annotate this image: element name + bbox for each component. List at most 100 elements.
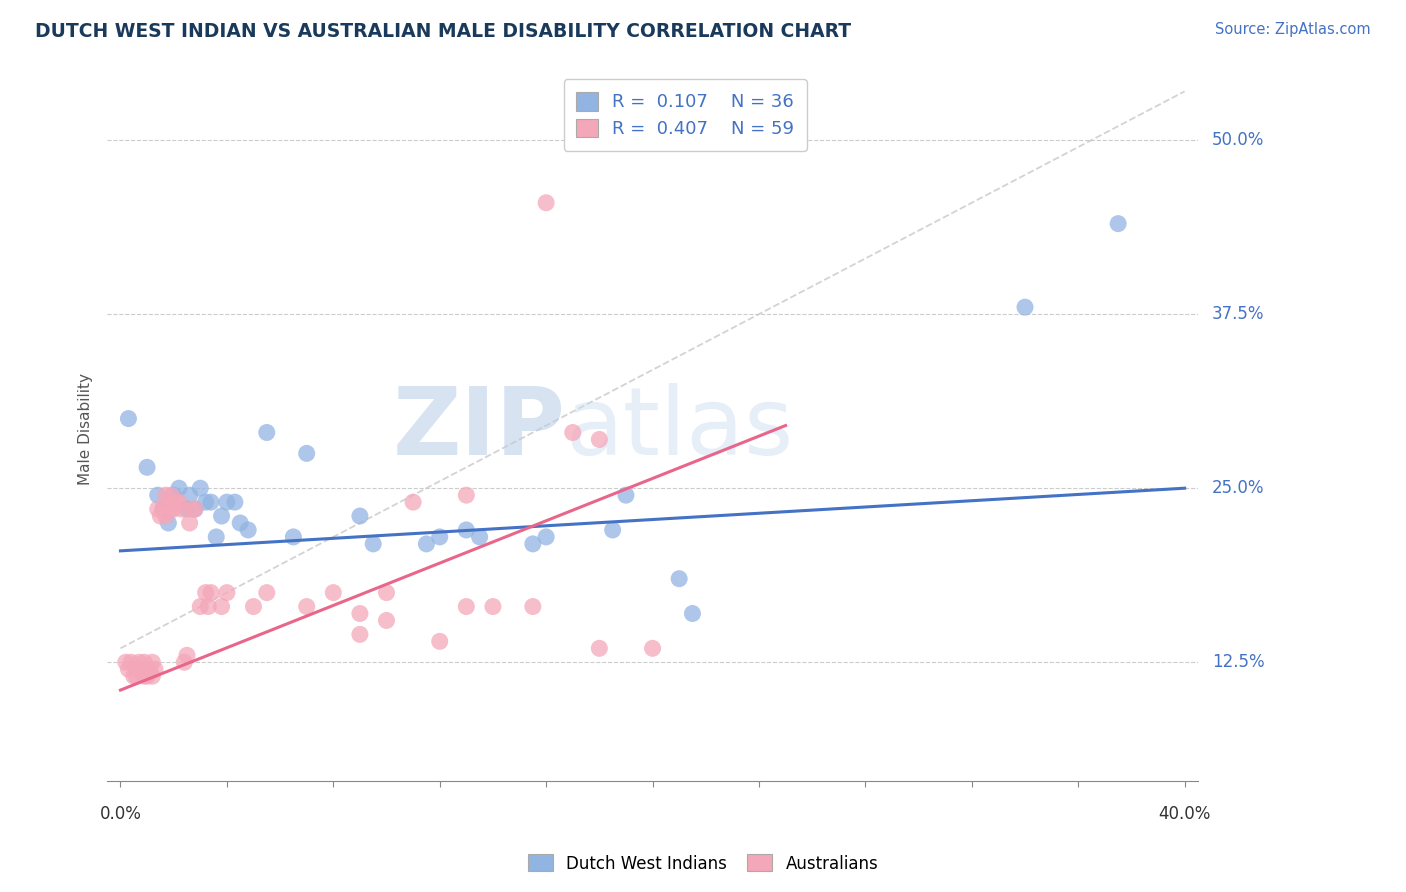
Text: atlas: atlas bbox=[565, 383, 793, 475]
Point bbox=[224, 495, 246, 509]
Point bbox=[194, 585, 217, 599]
Point bbox=[163, 488, 186, 502]
Point bbox=[588, 641, 610, 656]
Point bbox=[429, 634, 451, 648]
Point bbox=[211, 509, 233, 524]
Point bbox=[114, 655, 136, 669]
Point bbox=[143, 662, 166, 676]
Point bbox=[157, 495, 180, 509]
Point bbox=[534, 195, 557, 210]
Point bbox=[122, 669, 145, 683]
Point bbox=[152, 502, 174, 516]
Point bbox=[179, 516, 201, 530]
Point bbox=[160, 502, 183, 516]
Point bbox=[155, 488, 177, 502]
Point bbox=[200, 495, 222, 509]
Point bbox=[176, 502, 198, 516]
Point bbox=[522, 599, 544, 614]
Text: 37.5%: 37.5% bbox=[1212, 305, 1264, 323]
Point bbox=[136, 460, 159, 475]
Point bbox=[456, 599, 478, 614]
Point bbox=[163, 502, 186, 516]
Point bbox=[349, 607, 371, 621]
Point bbox=[429, 530, 451, 544]
Point bbox=[155, 509, 177, 524]
Point bbox=[152, 502, 174, 516]
Point bbox=[295, 599, 318, 614]
Point bbox=[184, 502, 207, 516]
Point bbox=[361, 537, 384, 551]
Point bbox=[1107, 217, 1129, 231]
Point bbox=[349, 509, 371, 524]
Point bbox=[157, 516, 180, 530]
Point bbox=[588, 433, 610, 447]
Point bbox=[128, 662, 150, 676]
Point bbox=[602, 523, 624, 537]
Point bbox=[181, 502, 204, 516]
Point bbox=[256, 425, 278, 440]
Point bbox=[229, 516, 252, 530]
Point bbox=[125, 669, 148, 683]
Point bbox=[194, 495, 217, 509]
Point bbox=[614, 488, 637, 502]
Point bbox=[200, 585, 222, 599]
Point bbox=[415, 537, 437, 551]
Point bbox=[205, 530, 228, 544]
Point bbox=[215, 585, 238, 599]
Text: Source: ZipAtlas.com: Source: ZipAtlas.com bbox=[1215, 22, 1371, 37]
Point bbox=[188, 599, 211, 614]
Text: 0.0%: 0.0% bbox=[100, 805, 142, 823]
Point bbox=[668, 572, 690, 586]
Point bbox=[238, 523, 260, 537]
Point bbox=[468, 530, 491, 544]
Point bbox=[138, 662, 160, 676]
Point bbox=[149, 509, 172, 524]
Point bbox=[349, 627, 371, 641]
Point bbox=[211, 599, 233, 614]
Text: 25.0%: 25.0% bbox=[1212, 479, 1264, 497]
Point bbox=[456, 488, 478, 502]
Point bbox=[117, 411, 139, 425]
Point bbox=[283, 530, 305, 544]
Point bbox=[375, 614, 398, 628]
Point bbox=[682, 607, 704, 621]
Point bbox=[295, 446, 318, 460]
Point bbox=[117, 662, 139, 676]
Text: ZIP: ZIP bbox=[392, 383, 565, 475]
Point bbox=[188, 481, 211, 495]
Point bbox=[1014, 300, 1036, 314]
Point bbox=[160, 488, 183, 502]
Point bbox=[136, 662, 159, 676]
Point bbox=[256, 585, 278, 599]
Point bbox=[322, 585, 344, 599]
Point bbox=[534, 530, 557, 544]
Point bbox=[125, 662, 148, 676]
Point bbox=[215, 495, 238, 509]
Point bbox=[641, 641, 664, 656]
Point bbox=[146, 502, 169, 516]
Point bbox=[146, 488, 169, 502]
Point bbox=[179, 488, 201, 502]
Point bbox=[176, 648, 198, 663]
Point bbox=[522, 537, 544, 551]
Point bbox=[456, 523, 478, 537]
Legend: R =  0.107    N = 36, R =  0.407    N = 59: R = 0.107 N = 36, R = 0.407 N = 59 bbox=[564, 79, 807, 151]
Point bbox=[170, 502, 193, 516]
Point bbox=[141, 655, 163, 669]
Text: 50.0%: 50.0% bbox=[1212, 131, 1264, 149]
Point bbox=[134, 669, 156, 683]
Point bbox=[167, 495, 190, 509]
Point bbox=[134, 655, 156, 669]
Point bbox=[402, 495, 425, 509]
Point bbox=[375, 585, 398, 599]
Point bbox=[173, 655, 195, 669]
Legend: Dutch West Indians, Australians: Dutch West Indians, Australians bbox=[522, 847, 884, 880]
Point bbox=[165, 495, 187, 509]
Point bbox=[120, 655, 142, 669]
Point bbox=[482, 599, 505, 614]
Point bbox=[197, 599, 219, 614]
Point bbox=[136, 669, 159, 683]
Text: DUTCH WEST INDIAN VS AUSTRALIAN MALE DISABILITY CORRELATION CHART: DUTCH WEST INDIAN VS AUSTRALIAN MALE DIS… bbox=[35, 22, 851, 41]
Point bbox=[242, 599, 264, 614]
Point bbox=[128, 655, 150, 669]
